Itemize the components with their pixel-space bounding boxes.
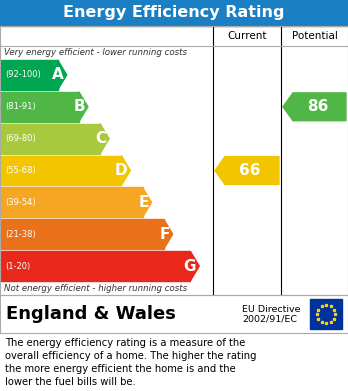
Text: F: F bbox=[159, 227, 170, 242]
Text: E: E bbox=[138, 195, 149, 210]
Text: overall efficiency of a home. The higher the rating: overall efficiency of a home. The higher… bbox=[5, 351, 256, 361]
Text: Very energy efficient - lower running costs: Very energy efficient - lower running co… bbox=[4, 48, 187, 57]
Text: England & Wales: England & Wales bbox=[6, 305, 176, 323]
Polygon shape bbox=[121, 156, 130, 185]
Polygon shape bbox=[190, 251, 199, 281]
Polygon shape bbox=[79, 92, 88, 122]
Bar bbox=[1, 60, 58, 90]
Text: (39-54): (39-54) bbox=[5, 198, 35, 207]
Text: B: B bbox=[73, 99, 85, 114]
Bar bbox=[1, 187, 143, 217]
Text: (69-80): (69-80) bbox=[5, 134, 36, 143]
Text: (1-20): (1-20) bbox=[5, 262, 30, 271]
Text: The energy efficiency rating is a measure of the: The energy efficiency rating is a measur… bbox=[5, 338, 245, 348]
Text: (92-100): (92-100) bbox=[5, 70, 41, 79]
Polygon shape bbox=[143, 187, 151, 217]
Text: Current: Current bbox=[227, 31, 267, 41]
Text: G: G bbox=[184, 258, 196, 274]
Bar bbox=[1, 156, 121, 185]
Polygon shape bbox=[58, 60, 67, 90]
Text: (81-91): (81-91) bbox=[5, 102, 35, 111]
Bar bbox=[310, 299, 342, 329]
Bar bbox=[0, 26, 348, 295]
Text: the more energy efficient the home is and the: the more energy efficient the home is an… bbox=[5, 364, 236, 374]
Polygon shape bbox=[283, 93, 346, 121]
Text: D: D bbox=[115, 163, 127, 178]
Polygon shape bbox=[215, 156, 279, 185]
Bar bbox=[0, 295, 348, 333]
Text: lower the fuel bills will be.: lower the fuel bills will be. bbox=[5, 377, 136, 387]
Bar bbox=[1, 251, 190, 281]
Text: A: A bbox=[52, 67, 64, 83]
Bar bbox=[1, 92, 79, 122]
Text: Potential: Potential bbox=[292, 31, 338, 41]
Text: EU Directive: EU Directive bbox=[242, 305, 301, 314]
Text: (21-38): (21-38) bbox=[5, 230, 36, 239]
Text: Not energy efficient - higher running costs: Not energy efficient - higher running co… bbox=[4, 284, 187, 293]
Text: (55-68): (55-68) bbox=[5, 166, 36, 175]
Text: C: C bbox=[95, 131, 106, 146]
Text: 86: 86 bbox=[307, 99, 328, 114]
Text: 2002/91/EC: 2002/91/EC bbox=[242, 314, 297, 323]
Text: Energy Efficiency Rating: Energy Efficiency Rating bbox=[63, 5, 285, 20]
Bar bbox=[1, 124, 100, 154]
Polygon shape bbox=[164, 219, 173, 249]
Text: 66: 66 bbox=[239, 163, 261, 178]
Polygon shape bbox=[100, 124, 109, 154]
Bar bbox=[0, 0, 348, 26]
Bar bbox=[1, 219, 164, 249]
